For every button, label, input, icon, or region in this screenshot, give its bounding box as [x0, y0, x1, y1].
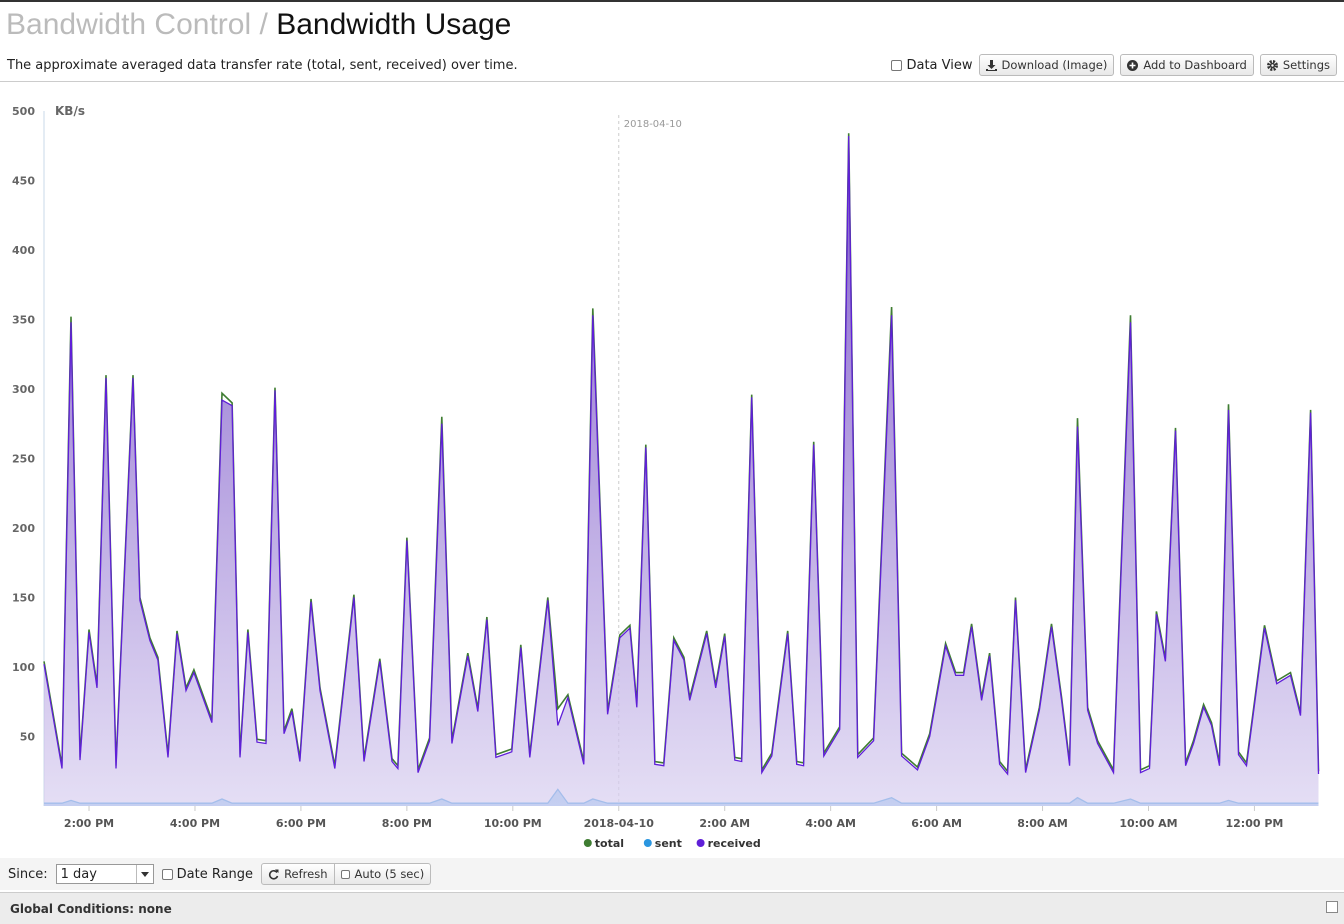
x-tick-label: 6:00 PM — [276, 817, 326, 830]
x-tick-label: 8:00 AM — [1017, 817, 1068, 830]
global-conditions: Global Conditions: none — [10, 901, 172, 916]
y-tick-label: 450 — [12, 175, 35, 188]
toolbar: Data View Download (Image) Add to Dashbo… — [891, 54, 1337, 76]
x-tick-label: 12:00 PM — [1226, 817, 1284, 830]
download-button[interactable]: Download (Image) — [978, 54, 1115, 76]
breadcrumb-separator: / — [259, 8, 268, 41]
legend-marker — [696, 839, 705, 847]
y-tick-label: 200 — [12, 522, 35, 535]
annotation-label: 2018-04-10 — [624, 119, 682, 130]
settings-button[interactable]: Settings — [1259, 54, 1337, 76]
legend-label[interactable]: total — [595, 837, 624, 850]
y-tick-label: 100 — [12, 661, 35, 674]
legend-label[interactable]: received — [708, 837, 761, 850]
since-value: 1 day — [60, 866, 97, 882]
collapse-button[interactable] — [1326, 901, 1338, 913]
chart-panel — [0, 81, 1344, 858]
x-tick-label: 8:00 PM — [382, 817, 432, 830]
legend-marker — [583, 839, 592, 847]
x-tick-label: 10:00 PM — [484, 817, 542, 830]
plus-icon — [1127, 59, 1139, 71]
add-dashboard-label: Add to Dashboard — [1143, 58, 1247, 72]
y-tick-label: 500 — [12, 105, 35, 118]
legend-marker — [643, 839, 652, 847]
refresh-icon — [268, 869, 279, 880]
x-tick-label: 2:00 PM — [64, 817, 114, 830]
auto-refresh-button[interactable]: Auto (5 sec) — [334, 863, 432, 885]
since-label: Since: — [8, 866, 48, 882]
checkbox[interactable] — [340, 869, 350, 879]
y-tick-label: 50 — [20, 731, 36, 744]
download-icon — [985, 59, 997, 71]
chart: 50 100 150 200 250 300 350 400 450 500 KB/s 2:00 PM… — [12, 104, 1320, 850]
checkbox[interactable] — [891, 59, 903, 71]
refresh-label: Refresh — [284, 867, 328, 881]
download-label: Download (Image) — [1001, 58, 1108, 72]
global-conditions-bar[interactable]: Global Conditions: none — [0, 892, 1344, 924]
since-select[interactable]: 1 day — [55, 864, 154, 884]
checkbox[interactable] — [161, 868, 173, 880]
select-arrow — [135, 865, 153, 883]
add-dashboard-button[interactable]: Add to Dashboard — [1120, 54, 1254, 76]
x-tick-label: 10:00 AM — [1119, 817, 1177, 830]
area-fill — [44, 136, 1319, 806]
refresh-button[interactable]: Refresh — [261, 863, 335, 885]
auto-refresh-label: Auto (5 sec) — [354, 867, 425, 881]
gear-icon — [1266, 59, 1278, 71]
y-tick-label: 350 — [12, 314, 35, 327]
x-tick-label: 2018-04-10 — [584, 817, 655, 830]
top-border — [0, 0, 1344, 2]
description: The approximate averaged data transfer r… — [7, 58, 518, 73]
controls-bar: Since: 1 day Date Range Refresh Auto (5 … — [0, 858, 1344, 890]
settings-label: Settings — [1282, 58, 1330, 72]
data-view-toggle[interactable]: Data View — [891, 57, 973, 73]
breadcrumb: Bandwidth Control / Bandwidth Usage — [6, 8, 511, 42]
x-tick-label: 4:00 AM — [805, 817, 856, 830]
x-tick-label: 4:00 PM — [170, 817, 220, 830]
legend-label[interactable]: sent — [655, 837, 682, 850]
data-view-label: Data View — [906, 57, 973, 73]
y-tick-label: 400 — [12, 244, 35, 257]
date-range-label: Date Range — [176, 866, 254, 882]
refresh-group: Refresh Auto (5 sec) — [261, 863, 432, 885]
y-tick-label: 250 — [12, 453, 35, 466]
x-tick-label: 6:00 AM — [911, 817, 962, 830]
date-range-toggle[interactable]: Date Range — [161, 866, 254, 882]
series-line — [43, 135, 1320, 776]
breadcrumb-parent[interactable]: Bandwidth Control — [6, 8, 252, 41]
y-tick-label: 150 — [12, 592, 35, 605]
x-tick-label: 2:00 AM — [699, 817, 750, 830]
y-tick-label: 300 — [12, 383, 35, 396]
y-axis-unit: KB/s — [55, 104, 85, 118]
page-title: Bandwidth Usage — [276, 8, 512, 41]
